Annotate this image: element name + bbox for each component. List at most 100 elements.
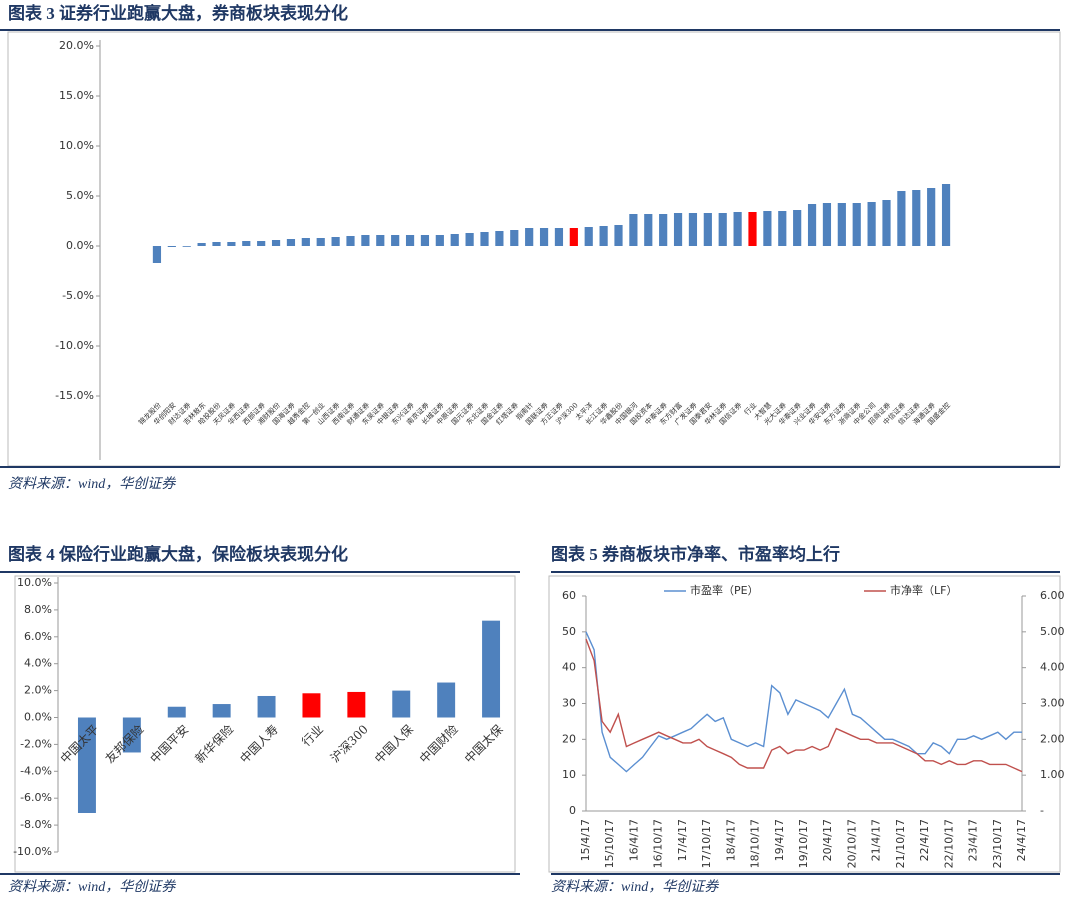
bar <box>376 235 385 246</box>
bar <box>688 213 698 246</box>
bar <box>167 706 186 718</box>
x-tick-label: 沪深300 <box>328 722 371 765</box>
legend-label: 市盈率（PE） <box>690 583 759 597</box>
bar <box>435 235 444 246</box>
bar <box>302 693 321 718</box>
bar <box>405 235 415 246</box>
bar <box>391 235 400 246</box>
bar <box>882 200 891 246</box>
x-tick-label: 21/10/17 <box>894 819 907 868</box>
y2-tick-label: 4.00 <box>1040 661 1065 674</box>
x-tick-label: 18/4/17 <box>724 819 737 861</box>
y-tick-label: 15.0% <box>59 89 94 102</box>
y-tick-label: 40 <box>562 661 576 674</box>
bar <box>525 228 534 246</box>
y-tick-label: 10 <box>562 768 576 781</box>
source: 资料来源：wind，华创证券 <box>8 879 176 895</box>
chart-frame <box>7 31 1061 467</box>
x-tick-label: 21/4/17 <box>870 819 883 861</box>
bar <box>316 238 325 246</box>
y-tick-label: -8.0% <box>20 818 52 831</box>
y2-tick-label: 3.00 <box>1040 697 1065 710</box>
bar <box>392 690 411 718</box>
y-tick-label: -2.0% <box>20 737 52 750</box>
y-tick-label: 5.0% <box>66 189 94 202</box>
bar <box>347 691 366 718</box>
bar <box>271 240 281 246</box>
bar <box>212 704 231 718</box>
x-tick-label: 22/10/17 <box>942 819 955 868</box>
x-tick-label: 新华保险 <box>192 721 237 766</box>
x-tick-label: 19/4/17 <box>773 819 786 861</box>
bar <box>122 717 141 753</box>
y-tick-label: 60 <box>562 589 576 602</box>
bar <box>554 228 564 246</box>
bar <box>837 203 846 246</box>
chart-title: 图表 4 保险行业跑赢大盘，保险板块表现分化 <box>8 544 348 564</box>
bar <box>465 233 474 246</box>
y-tick-label: 8.0% <box>24 603 52 616</box>
x-tick-label: 17/4/17 <box>676 819 689 861</box>
y-tick-label: 10.0% <box>59 139 94 152</box>
bar <box>763 211 772 246</box>
bar <box>614 225 623 246</box>
bar <box>941 184 951 246</box>
bar <box>437 682 456 718</box>
bar <box>629 214 638 246</box>
y-tick-label: -15.0% <box>55 389 94 402</box>
x-tick-label: 中国人保 <box>371 721 416 766</box>
y2-tick-label: 1.00 <box>1040 768 1065 781</box>
line-series <box>585 631 1022 773</box>
bar <box>361 235 370 246</box>
y-tick-label: -6.0% <box>20 791 52 804</box>
chart-frame <box>548 575 1061 873</box>
x-tick-label: 16/4/17 <box>627 819 640 861</box>
bar <box>167 246 176 247</box>
bar <box>659 214 668 246</box>
y-tick-label: 30 <box>562 697 576 710</box>
y-tick-label: 0 <box>569 804 576 817</box>
y-tick-label: 10.0% <box>17 576 52 589</box>
bar <box>778 211 787 246</box>
y2-tick-label: - <box>1040 804 1044 817</box>
bar <box>822 203 832 246</box>
bar <box>286 239 296 246</box>
y-tick-label: 20 <box>562 732 576 745</box>
x-tick-label: 15/4/17 <box>579 819 592 861</box>
bar <box>450 234 459 246</box>
bar <box>346 236 355 246</box>
bar <box>257 695 276 718</box>
x-tick-label: 中国人寿 <box>237 721 282 766</box>
y-tick-label: -10.0% <box>55 339 94 352</box>
y-tick-label: 20.0% <box>59 39 94 52</box>
bar <box>569 228 578 246</box>
chart-frame <box>14 575 516 873</box>
legend-label: 市净率（LF） <box>890 583 957 597</box>
y2-tick-label: 5.00 <box>1040 625 1065 638</box>
y-tick-label: 0.0% <box>24 711 52 724</box>
x-tick-label: 23/10/17 <box>991 819 1004 868</box>
x-tick-label: 中国太保 <box>461 721 506 766</box>
y-tick-label: -5.0% <box>62 289 94 302</box>
x-tick-label: 20/4/17 <box>821 819 834 861</box>
bar <box>480 232 489 246</box>
chart-title: 图表 3 证券行业跑赢大盘，券商板块表现分化 <box>8 3 348 23</box>
bar <box>599 226 608 246</box>
bar <box>152 246 162 263</box>
x-tick-label: 20/10/17 <box>845 819 858 868</box>
bar <box>242 241 251 246</box>
source: 资料来源：wind，华创证券 <box>8 476 176 492</box>
bar <box>539 228 549 246</box>
x-tick-label: 19/10/17 <box>797 819 810 868</box>
y-tick-label: 4.0% <box>24 657 52 670</box>
bar <box>718 213 727 246</box>
y-tick-label: -10.0% <box>13 845 52 858</box>
y-tick-label: -4.0% <box>20 764 52 777</box>
x-tick-label: 16/10/17 <box>652 819 665 868</box>
bar <box>644 214 653 246</box>
bar <box>807 204 817 246</box>
bar <box>673 213 683 246</box>
bar <box>227 242 236 246</box>
y-tick-label: 50 <box>562 625 576 638</box>
